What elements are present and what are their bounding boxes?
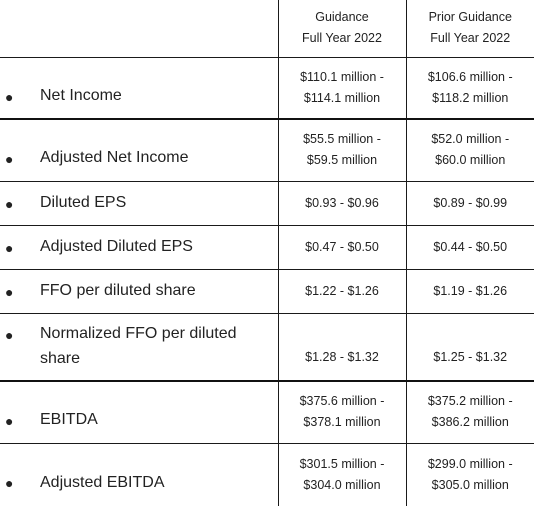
prior-value: $1.19 - $1.26 (405, 269, 534, 314)
prior-value: $1.25 - $1.32 (405, 313, 534, 382)
guidance-value: $301.5 million - $304.0 million (277, 443, 406, 506)
guidance-value-line2: $114.1 million (303, 90, 381, 105)
header-prior-guidance: Prior Guidance Full Year 2022 (405, 0, 534, 58)
table-row: ● FFO per diluted share $1.22 - $1.26 $1… (0, 269, 534, 314)
prior-value-line1: $52.0 million - (431, 132, 510, 147)
prior-value-line2: $305.0 million (431, 477, 509, 492)
guidance-value: $0.47 - $0.50 (277, 225, 406, 270)
prior-value-line2: $60.0 million (435, 153, 506, 168)
bullet-icon: ● (5, 474, 14, 491)
prior-value: $0.44 - $0.50 (405, 225, 534, 270)
table-row: ● Adjusted EBITDA $301.5 million - $304.… (0, 443, 534, 506)
prior-value: $0.89 - $0.99 (405, 181, 534, 226)
table-row: ● Net Income $110.1 million - $114.1 mil… (0, 57, 534, 120)
bullet-icon: ● (5, 283, 14, 300)
guidance-value-line1: $301.5 million - (299, 456, 385, 471)
header-prior-line2: Full Year 2022 (430, 31, 511, 46)
bullet-icon: ● (5, 239, 14, 256)
guidance-value: $1.28 - $1.32 (277, 313, 406, 382)
row-label-line2: share (40, 349, 81, 367)
prior-value: $52.0 million - $60.0 million (405, 119, 534, 182)
header-guidance-line2: Full Year 2022 (302, 31, 382, 46)
header-row: Guidance Full Year 2022 Prior Guidance F… (0, 0, 534, 58)
header-guidance-line1: Guidance (315, 10, 369, 25)
row-label-cell: ● Diluted EPS (0, 181, 278, 226)
row-label: FFO per diluted share (40, 282, 196, 299)
guidance-value-line1: $55.5 million - (303, 132, 381, 147)
table-row: ● Normalized FFO per diluted share $1.28… (0, 313, 534, 382)
row-label: Adjusted Diluted EPS (40, 238, 193, 255)
guidance-value-line2: $304.0 million (303, 477, 381, 492)
row-label-cell: ● Adjusted Net Income (0, 119, 278, 182)
header-guidance: Guidance Full Year 2022 (277, 0, 406, 58)
prior-value-line2: $386.2 million (431, 415, 509, 430)
bullet-icon: ● (5, 195, 14, 212)
prior-value-line1: $375.2 million - (427, 394, 513, 409)
row-label-cell: ● Adjusted EBITDA (0, 443, 278, 506)
bullet-icon: ● (5, 326, 14, 343)
table-row: ● Adjusted Net Income $55.5 million - $5… (0, 119, 534, 182)
prior-value: $106.6 million - $118.2 million (405, 57, 534, 120)
row-label-cell: ● Net Income (0, 57, 278, 120)
row-label-cell: ● Normalized FFO per diluted share (0, 313, 278, 382)
prior-value-line2: $118.2 million (432, 90, 509, 105)
guidance-value-line1: $110.1 million - (300, 69, 384, 84)
row-label-cell: ● FFO per diluted share (0, 269, 278, 314)
prior-value-line1: $299.0 million - (427, 456, 513, 471)
header-empty-cell (0, 0, 278, 58)
guidance-value: $375.6 million - $378.1 million (277, 381, 406, 444)
row-label-line1: Normalized FFO per diluted (40, 324, 237, 342)
row-label-cell: ● EBITDA (0, 381, 278, 444)
guidance-value: $1.22 - $1.26 (277, 269, 406, 314)
guidance-value-line1: $375.6 million - (299, 394, 385, 409)
table-row: ● Adjusted Diluted EPS $0.47 - $0.50 $0.… (0, 225, 534, 270)
bullet-icon: ● (5, 151, 14, 167)
row-label-cell: ● Adjusted Diluted EPS (0, 225, 278, 270)
bullet-icon: ● (5, 413, 14, 429)
table-row: ● EBITDA $375.6 million - $378.1 million… (0, 381, 534, 444)
prior-value-line1: $106.6 million - (427, 69, 513, 84)
row-label: Net Income (40, 86, 122, 104)
prior-value: $375.2 million - $386.2 million (405, 381, 534, 444)
guidance-value: $0.93 - $0.96 (277, 181, 406, 226)
guidance-value: $110.1 million - $114.1 million (277, 57, 406, 120)
guidance-value-line2: $378.1 million (303, 415, 381, 430)
row-label: Diluted EPS (40, 194, 127, 211)
bullet-icon: ● (5, 88, 14, 105)
guidance-value-line2: $59.5 million (306, 153, 378, 168)
table-row: ● Diluted EPS $0.93 - $0.96 $0.89 - $0.9… (0, 181, 534, 226)
row-label: Adjusted EBITDA (40, 473, 165, 491)
guidance-value: $55.5 million - $59.5 million (277, 119, 406, 182)
header-prior-line1: Prior Guidance (428, 10, 512, 25)
row-label: EBITDA (40, 411, 98, 429)
row-label: Adjusted Net Income (40, 149, 189, 167)
prior-value: $299.0 million - $305.0 million (405, 443, 534, 506)
